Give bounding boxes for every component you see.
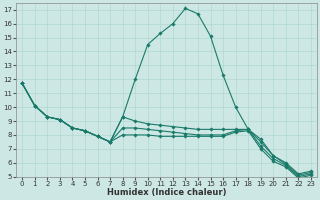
X-axis label: Humidex (Indice chaleur): Humidex (Indice chaleur)	[107, 188, 226, 197]
